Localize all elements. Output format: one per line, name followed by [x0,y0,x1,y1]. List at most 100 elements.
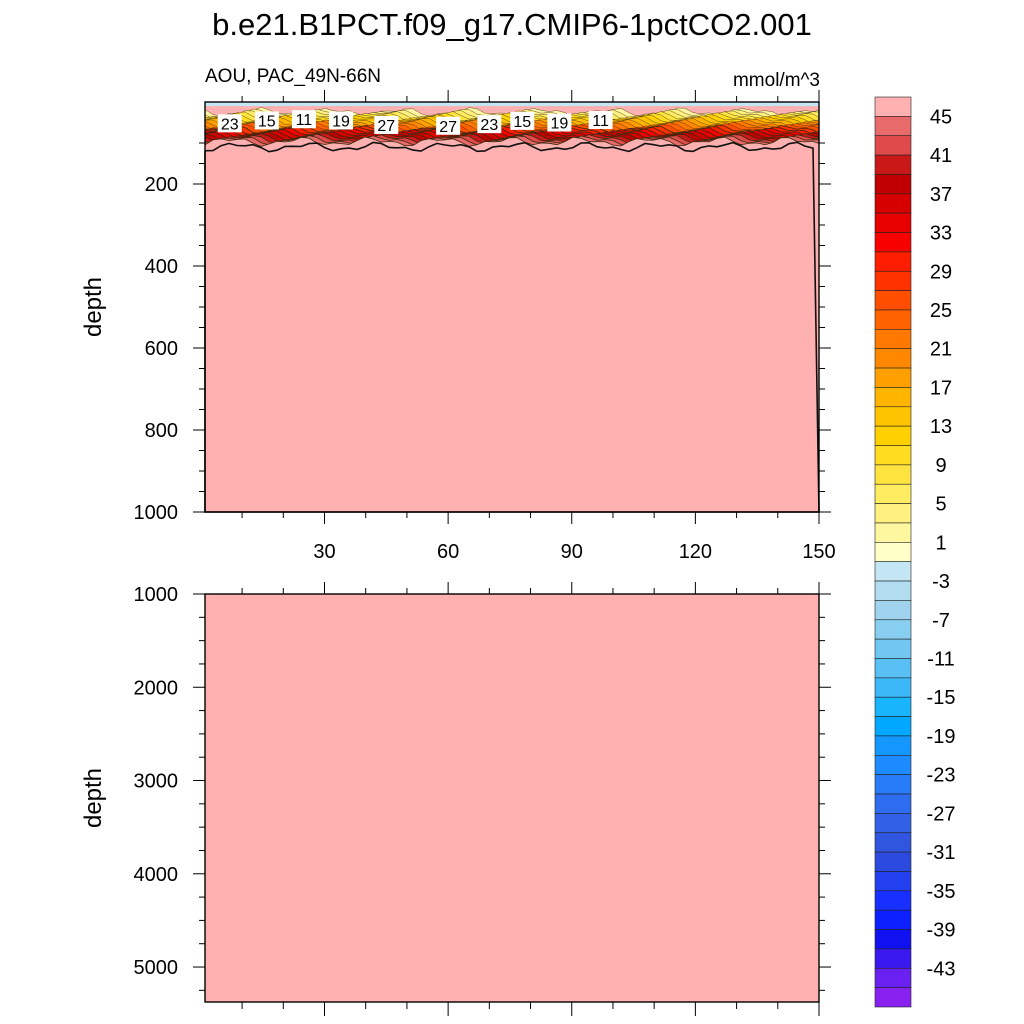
contour-label: 27 [374,115,399,135]
colorbar-box [874,154,912,175]
contour-label: 27 [436,116,461,136]
y-tick-label: 200 [145,174,178,196]
colorbar-label: 17 [930,377,952,399]
colorbar-box [874,600,912,621]
colorbar-box [874,619,912,640]
colorbar-label: -27 [927,803,956,825]
svg-text:11: 11 [296,112,313,129]
x-tick-label: 30 [313,541,335,563]
colorbar-label: 5 [935,494,946,516]
contour-label: 15 [510,111,535,131]
lower-y-axis-label: depth [80,768,107,828]
svg-text:19: 19 [550,116,568,133]
lower-heatmap [205,594,819,1002]
colorbar-label: 33 [930,223,952,245]
colorbar-label: 13 [930,416,952,438]
colorbar-label: -23 [927,765,956,787]
svg-text:11: 11 [592,113,609,130]
contour-label: 19 [547,113,572,133]
colorbar-box [874,987,912,1008]
y-tick-label: 3000 [134,771,179,793]
colorbar-box [874,909,912,930]
contour-label: 23 [477,115,502,134]
colorbar-box [874,503,912,524]
upper-panel: AOU, PAC_49N-66N mmol/m^3 23 15 11 19 27 27 23… [80,66,836,563]
colorbar-label: -43 [927,958,956,980]
colorbar-box [874,116,912,137]
contour-label: 23 [217,114,242,133]
colorbar-box [874,774,912,795]
colorbar-box [874,929,912,950]
colorbar-box [874,754,912,775]
colorbar-box [874,638,912,659]
colorbar-box [874,561,912,582]
colorbar-box [874,212,912,233]
upper-axis-ticks: 30 60 90 120 150 200 400 600 800 1000 [134,90,836,563]
colorbar-box [874,348,912,369]
colorbar-label: 37 [930,184,952,206]
lower-panel: 1000 2000 3000 4000 5000 depth [80,582,831,1016]
colorbar-label: -35 [927,881,956,903]
colorbar-label: -11 [927,649,954,671]
contour-labels: 23 15 11 19 27 27 23 15 19 11 [217,110,613,136]
colorbar-box [874,232,912,253]
upper-heatmap [204,102,820,513]
colorbar-box [874,542,912,562]
colorbar-box [874,193,912,214]
colorbar-label: -3 [932,571,950,593]
lower-axis-ticks: 1000 2000 3000 4000 5000 [134,582,831,1016]
colorbar-box [874,696,912,717]
colorbar-label: 41 [930,145,952,167]
colorbar-box [874,406,912,427]
colorbar-label: 45 [930,106,952,128]
colorbar-box [874,174,912,195]
y-tick-label: 2000 [134,677,179,699]
colorbar-label: 21 [930,339,952,361]
colorbar-label: -39 [927,920,956,942]
contour-band [204,141,820,513]
upper-y-axis-label: depth [80,277,107,337]
colorbar: 45 41 37 33 29 25 21 17 13 9 5 1 -3 -7 -11 -15 -19 -23 -27… [874,96,956,1008]
colorbar-box [874,580,912,601]
x-tick-label: 90 [561,541,583,563]
contour-label: 11 [588,111,613,130]
svg-text:27: 27 [439,119,457,136]
svg-text:27: 27 [377,118,395,135]
colorbar-box [874,387,912,408]
figure-title: b.e21.B1PCT.f09_g17.CMIP6-1pctCO2.001 [212,7,812,42]
y-tick-label: 600 [145,338,178,360]
svg-text:15: 15 [258,113,276,130]
svg-text:23: 23 [480,117,498,134]
colorbar-box [874,658,912,679]
x-tick-label: 60 [437,541,459,563]
colorbar-box [874,716,912,737]
colorbar-box [874,329,912,349]
y-tick-label: 800 [145,420,178,442]
svg-text:23: 23 [221,116,239,133]
x-tick-label: 120 [679,541,712,563]
y-tick-label: 4000 [134,864,179,886]
colorbar-box [874,270,912,291]
colorbar-label: 9 [935,455,946,477]
y-tick-label: 400 [145,256,178,278]
colorbar-box [874,290,912,311]
y-tick-label: 1000 [134,584,179,606]
colorbar-label: -19 [927,726,956,748]
colorbar-box [874,967,912,988]
colorbar-box [874,425,912,446]
contour-label: 19 [328,111,353,130]
svg-text:19: 19 [332,113,350,130]
colorbar-label: 1 [935,532,946,554]
colorbar-label: 29 [930,261,952,283]
colorbar-box [874,677,912,698]
colorbar-box [874,309,912,330]
svg-text:15: 15 [513,114,531,131]
colorbar-box [874,522,912,543]
colorbar-box [874,251,912,272]
x-tick-label: 150 [802,541,835,563]
colorbar-box [874,948,912,969]
colorbar-label: -31 [927,842,956,864]
colorbar-label: -7 [932,610,950,632]
y-tick-label: 5000 [134,957,179,979]
